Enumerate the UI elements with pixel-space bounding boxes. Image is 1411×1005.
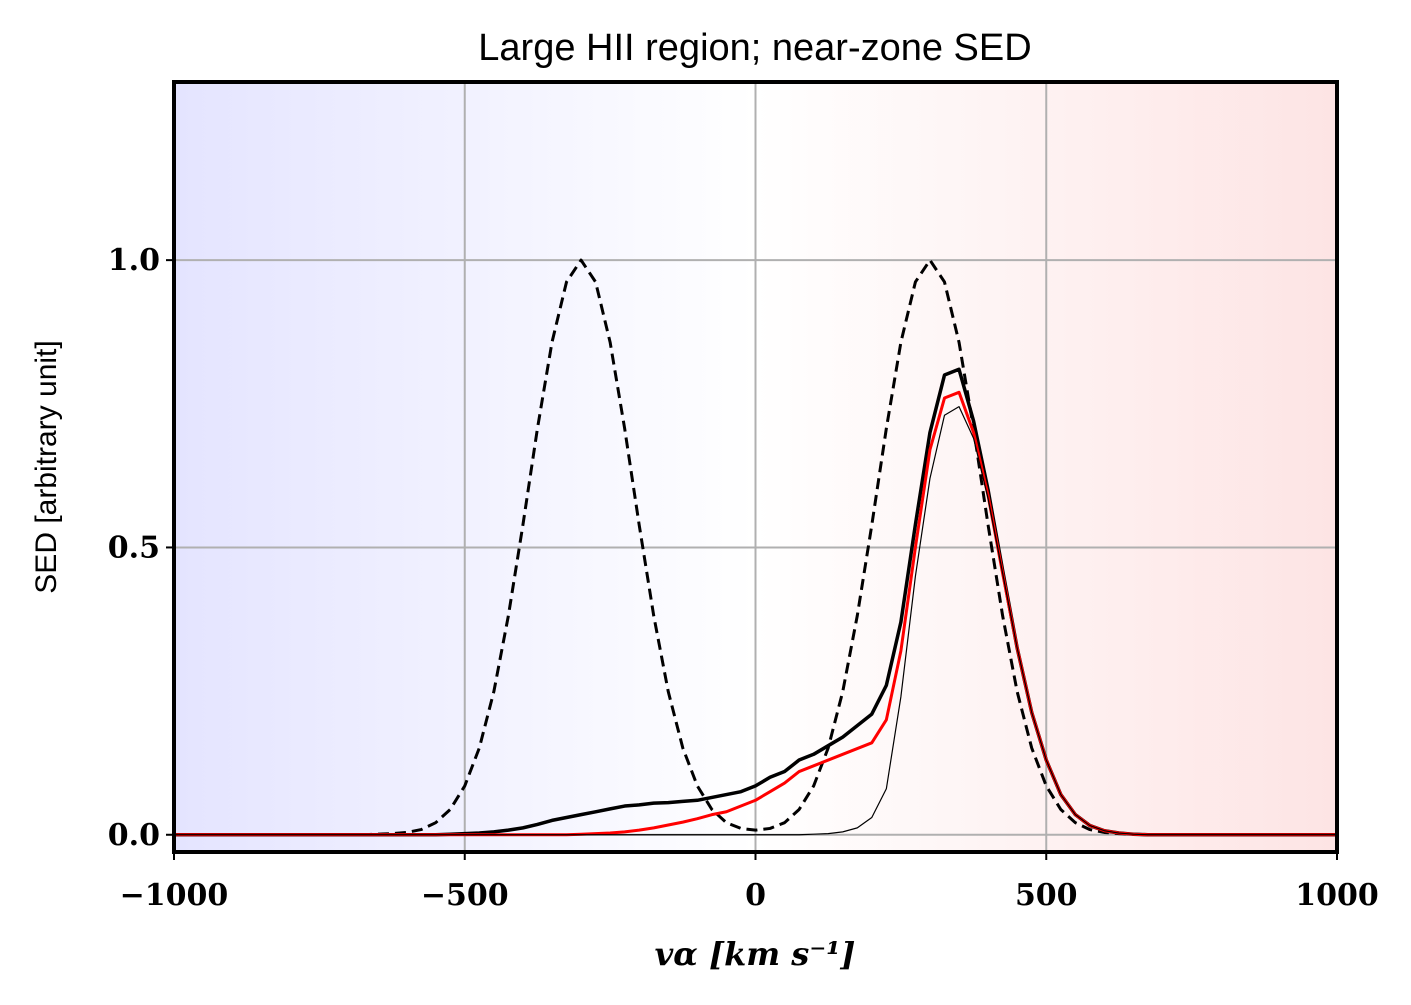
x-axis-label: vα [km s⁻¹]: [655, 935, 856, 973]
x-tick-label: −1000: [120, 878, 229, 913]
x-tick-label: 1000: [1295, 878, 1379, 913]
series-line: [174, 406, 1337, 836]
y-tick-label: 0.5: [108, 530, 160, 565]
y-tick-label: 1.0: [108, 243, 160, 278]
x-tick-label: 500: [1015, 878, 1078, 913]
x-tick-label: 0: [745, 878, 766, 913]
y-tick-label: 0.0: [108, 818, 160, 853]
chart-title: Large HII region; near-zone SED: [478, 27, 1031, 69]
x-tick-label: −500: [421, 878, 509, 913]
y-axis-label: SED [arbitrary unit]: [30, 340, 63, 593]
